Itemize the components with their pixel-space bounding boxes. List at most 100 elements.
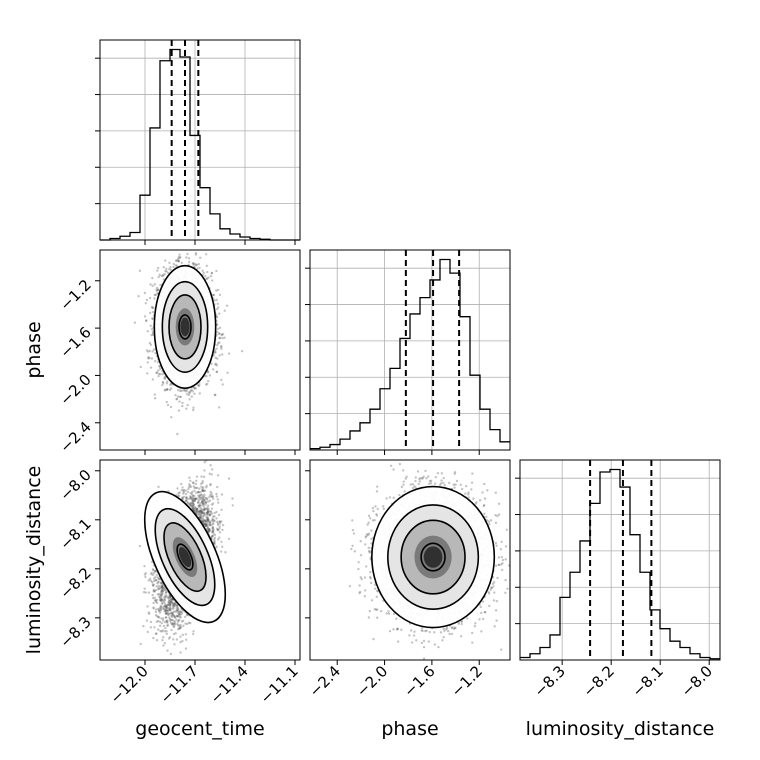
scatter-point xyxy=(223,309,226,312)
scatter-point xyxy=(209,490,212,494)
scatter-point xyxy=(199,497,203,500)
scatter-point xyxy=(161,584,165,587)
scatter-point xyxy=(215,315,219,319)
scatter-point xyxy=(158,620,162,624)
scatter-point xyxy=(207,509,210,513)
scatter-point xyxy=(162,265,165,269)
scatter-point xyxy=(211,517,214,521)
scatter-point xyxy=(177,259,180,263)
scatter-point xyxy=(194,264,197,267)
scatter-point xyxy=(200,517,203,520)
scatter-point xyxy=(149,366,153,369)
scatter-point xyxy=(193,486,196,490)
scatter-point xyxy=(167,603,171,606)
scatter-point xyxy=(178,256,181,260)
scatter-point xyxy=(151,310,155,314)
scatter-point xyxy=(157,374,160,378)
scatter-point xyxy=(210,271,214,275)
scatter-point xyxy=(170,416,173,419)
scatter-point xyxy=(174,264,177,267)
scatter-point xyxy=(146,361,149,364)
scatter-point xyxy=(190,395,193,398)
scatter-point xyxy=(154,569,157,573)
scatter-point xyxy=(148,357,151,360)
scatter-point xyxy=(178,613,181,616)
scatter-point xyxy=(206,270,209,274)
scatter-point xyxy=(191,499,194,502)
scatter-point xyxy=(216,288,220,292)
histogram-steps-phase xyxy=(310,258,510,450)
scatter-point xyxy=(154,578,158,582)
scatter-point xyxy=(163,599,167,602)
scatter-point xyxy=(177,259,180,263)
scatter-point xyxy=(148,311,152,315)
scatter-point xyxy=(188,398,191,401)
panel-frame xyxy=(309,249,511,451)
scatter-point xyxy=(181,401,184,405)
scatter-point xyxy=(169,609,172,612)
scatter-point xyxy=(179,482,183,486)
scatter-point xyxy=(216,327,220,331)
scatter-point xyxy=(205,486,208,489)
scatter-point xyxy=(168,383,172,386)
scatter-point xyxy=(175,259,178,262)
scatter-point xyxy=(217,306,220,309)
scatter-point xyxy=(149,343,153,346)
scatter-point xyxy=(189,495,193,499)
scatter-point xyxy=(197,262,201,266)
scatter-point xyxy=(161,274,164,277)
scatter-point xyxy=(161,588,164,591)
scatter-point xyxy=(191,504,195,507)
scatter-point xyxy=(152,579,156,583)
scatter-point xyxy=(190,504,194,508)
scatter-point xyxy=(161,380,165,384)
scatter-point xyxy=(170,387,173,390)
scatter-point xyxy=(205,500,208,504)
scatter-point xyxy=(218,354,221,357)
scatter-point xyxy=(177,260,181,263)
scatter-point xyxy=(148,349,151,353)
scatter-point xyxy=(202,512,205,515)
scatter-point xyxy=(155,371,158,375)
scatter-point xyxy=(169,599,173,603)
scatter-point xyxy=(161,383,164,387)
scatter-point xyxy=(193,509,196,512)
scatter-point xyxy=(163,376,166,379)
scatter-point xyxy=(178,624,181,628)
scatter-point xyxy=(214,362,218,365)
scatter-point xyxy=(218,336,221,340)
scatter-point xyxy=(155,638,159,642)
scatter-point xyxy=(149,283,152,286)
scatter-point xyxy=(159,598,162,602)
scatter-point xyxy=(206,382,209,386)
scatter-point xyxy=(216,343,219,347)
scatter-point xyxy=(200,500,204,503)
scatter-point xyxy=(165,388,169,392)
scatter-point xyxy=(192,263,195,266)
scatter-point xyxy=(194,262,197,266)
scatter-point xyxy=(199,256,202,260)
scatter-point xyxy=(215,370,219,374)
scatter-point xyxy=(206,371,210,374)
scatter-point xyxy=(149,620,153,624)
scatter-point xyxy=(211,293,215,297)
scatter-point xyxy=(169,604,172,607)
scatter-point xyxy=(208,514,211,517)
scatter-point xyxy=(179,395,183,398)
scatter-point xyxy=(178,400,181,403)
scatter-point xyxy=(223,336,226,339)
scatter-point xyxy=(155,286,159,290)
scatter-point xyxy=(193,498,197,502)
scatter-point xyxy=(186,502,189,505)
scatter-point xyxy=(211,502,215,505)
scatter-point xyxy=(169,268,172,272)
scatter-point xyxy=(221,383,224,386)
scatter-point xyxy=(164,270,167,273)
scatter-point xyxy=(216,474,220,477)
scatter-point xyxy=(172,262,175,266)
scatter-point xyxy=(152,636,155,640)
scatter-point xyxy=(220,334,223,337)
scatter-point xyxy=(153,359,157,363)
scatter-point xyxy=(206,510,210,514)
scatter-point xyxy=(214,350,217,354)
